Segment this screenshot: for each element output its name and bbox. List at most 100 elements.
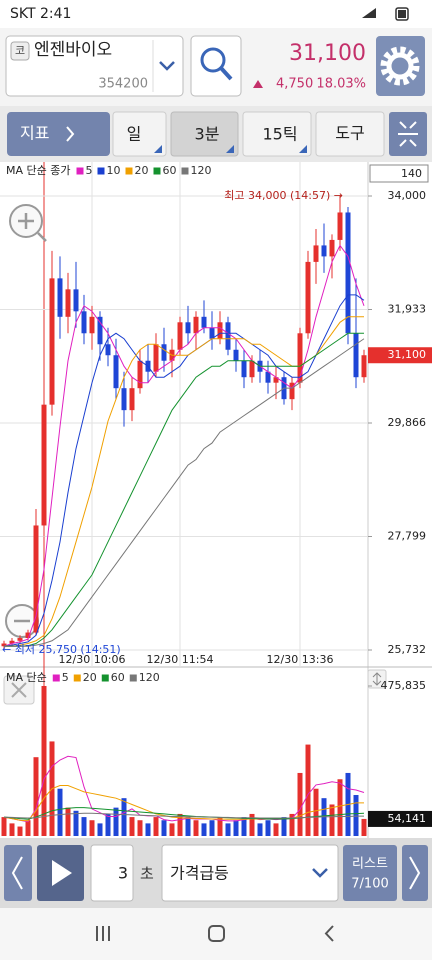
back-button[interactable] (324, 925, 334, 942)
home-button[interactable] (208, 925, 225, 942)
legend-label: 5 (62, 671, 69, 684)
indicator-chevron (66, 126, 75, 142)
candle-body (361, 355, 367, 378)
current-price-box (368, 347, 432, 364)
play-icon (52, 860, 72, 886)
x-tick-label: 12/30 13:36 (267, 653, 334, 666)
candle-body (65, 289, 71, 317)
legend-label: 120 (139, 671, 160, 684)
candle-body (105, 344, 111, 356)
mode-select[interactable] (161, 844, 339, 902)
x-tick-label: 12/30 10:06 (59, 653, 126, 666)
mode-label: 가격급등 (170, 864, 229, 883)
volume-bar (177, 813, 183, 836)
status-time: SKT 2:41 (10, 6, 71, 22)
mode-chevron (312, 868, 328, 878)
prev-icon (11, 856, 23, 890)
list-label: 리스트 (352, 857, 388, 872)
current-price: 31,100 (289, 41, 366, 66)
volume-bar (25, 820, 31, 836)
legend-swatch (125, 167, 133, 175)
period-label: 15틱 (262, 125, 297, 144)
volume-bar (353, 795, 359, 836)
period-button[interactable] (112, 111, 167, 157)
candle-body (249, 360, 255, 378)
candle-body (129, 388, 135, 411)
volume-bar (273, 823, 279, 836)
stock-selector[interactable] (5, 35, 184, 97)
period-marker (299, 145, 307, 153)
search-icon (200, 47, 226, 73)
candle-body (233, 349, 239, 361)
volume-bar (257, 823, 263, 836)
candle-body (25, 632, 31, 639)
candle-body (33, 525, 39, 633)
ma-line (3, 812, 364, 819)
legend-label: 20 (135, 164, 149, 177)
ma-line (3, 294, 365, 647)
volume-bar (217, 817, 223, 836)
recents-button[interactable] (96, 926, 110, 941)
prev-button[interactable] (4, 845, 32, 901)
candle-count-box (369, 164, 429, 183)
price-change: 4,750 (276, 77, 313, 92)
volume-bar (169, 823, 175, 836)
period-marker (154, 145, 162, 153)
period-label: 일 (127, 125, 142, 144)
volume-bar (113, 807, 119, 836)
tool-button[interactable] (315, 111, 385, 157)
candle-body (113, 355, 119, 389)
interval-input[interactable] (90, 844, 134, 902)
legend-swatch (181, 167, 189, 175)
volume-bar (201, 823, 207, 836)
candle-body (297, 333, 303, 383)
interval-value: 3 (118, 864, 128, 883)
volume-bar (65, 807, 71, 836)
candle-body (329, 239, 335, 257)
legend-label: 20 (83, 671, 97, 684)
volume-bar (81, 817, 87, 836)
period-button-selected[interactable] (170, 111, 239, 157)
legend-title: MA 단순 (6, 671, 47, 684)
status-bar (0, 0, 432, 28)
candle-body (185, 322, 191, 334)
candle-body (209, 327, 215, 339)
high-annotation: 최고 34,000 (14:57) → (224, 189, 343, 202)
candle-body (1, 643, 7, 647)
next-icon (409, 856, 421, 890)
volume-bar (121, 798, 127, 836)
legend-swatch (153, 167, 161, 175)
zoom-in-glyph (18, 213, 47, 242)
candle-body (193, 316, 199, 334)
ma-line (3, 785, 364, 822)
volume-bar (97, 823, 103, 836)
volume-bar (57, 788, 63, 836)
battery-icon (395, 7, 409, 21)
next-button[interactable] (402, 845, 428, 901)
volume-bar (209, 820, 215, 836)
candle-body (97, 316, 103, 345)
ma-line (4, 332, 364, 647)
volume-bar (129, 817, 135, 836)
indicator-button[interactable] (7, 112, 110, 156)
price-change-pct: 18.03% (316, 77, 366, 92)
legend-swatch (101, 674, 109, 682)
candle-body (57, 278, 63, 317)
y-tick-label: 475,835 (381, 679, 427, 692)
candle-body (17, 638, 23, 641)
legend-swatch (129, 674, 137, 682)
volume-bar (89, 820, 95, 836)
y-tick-label: 34,000 (388, 189, 427, 202)
volume-bar (361, 818, 367, 836)
volume-bar (137, 820, 143, 836)
list-button[interactable] (343, 845, 397, 901)
market-badge (10, 41, 30, 61)
period-button[interactable] (242, 111, 312, 157)
plot: 34,000 31,933 29,866 27,799 25,732 12/30 10:0… (0, 162, 432, 836)
candle-body (201, 316, 207, 328)
volume-bar (281, 817, 287, 836)
layout-icon (398, 121, 418, 147)
volume-bar (73, 810, 79, 836)
search-button[interactable] (190, 35, 242, 97)
list-count: 7/100 (351, 877, 388, 892)
